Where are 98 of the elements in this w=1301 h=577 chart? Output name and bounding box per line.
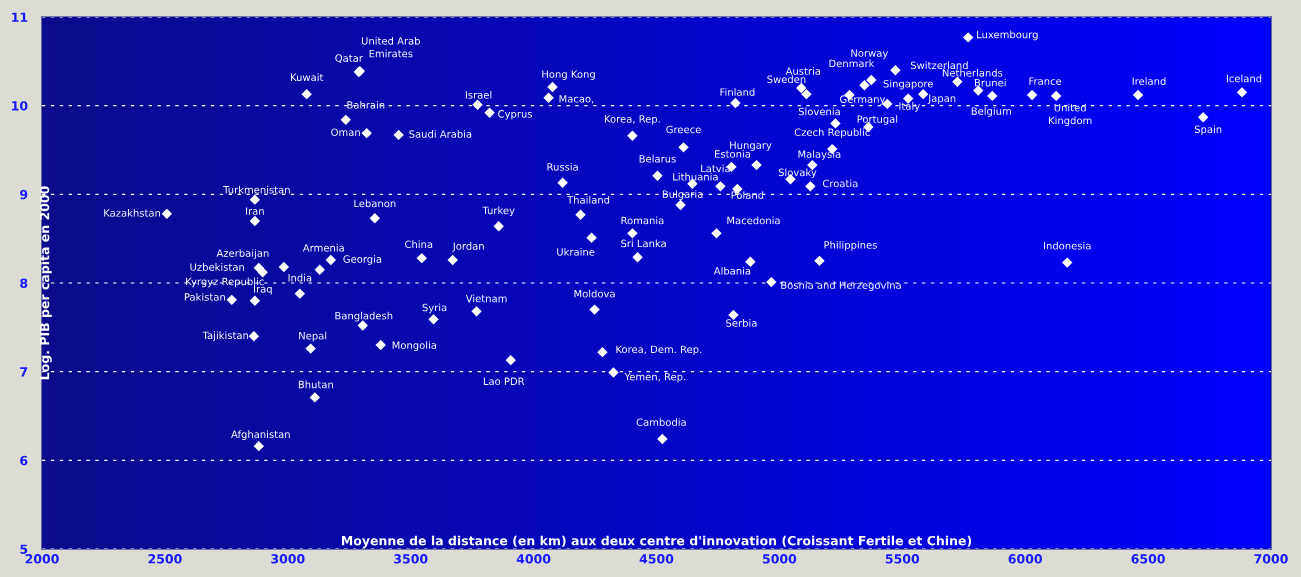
annotation: Spain xyxy=(1194,125,1222,136)
annotation: India xyxy=(288,273,312,282)
annotation: Austria xyxy=(785,67,821,75)
annotation: Russia xyxy=(547,162,578,171)
annotation: Afghanistan xyxy=(231,430,290,440)
annotation: Malaysia xyxy=(798,150,841,160)
annotation: Slovaky xyxy=(778,168,817,179)
annotation: Mongolia xyxy=(392,341,437,351)
annotation: Serbia xyxy=(726,319,757,327)
annotation: Japan xyxy=(927,94,956,104)
annotation: China xyxy=(405,240,433,249)
annotation: Turkey xyxy=(482,206,515,217)
annotation: Philippines xyxy=(824,240,877,251)
annotation: Lebanon xyxy=(354,199,396,208)
annotation: Oman xyxy=(331,128,360,137)
annotation: Slovenia xyxy=(798,107,840,116)
annotation: Albania xyxy=(713,266,751,275)
annotation: Portugal xyxy=(857,115,898,125)
annotation: Kazakhstan xyxy=(104,209,161,217)
annotation: Poland xyxy=(731,191,764,199)
y-tick-label: 10 xyxy=(12,101,28,111)
annotation: Ireland xyxy=(1132,77,1166,85)
annotation: Denmark xyxy=(829,59,875,68)
annotation: Georgia xyxy=(343,255,382,265)
y-tick-label: 6 xyxy=(20,455,28,466)
annotation: Latvia xyxy=(701,164,730,173)
annotation: Bosnia and Herzegovina xyxy=(781,281,901,291)
annotation: Azerbaijan xyxy=(216,249,269,259)
annotation: Luxembourg xyxy=(977,30,1038,41)
x-tick-label: 2500 xyxy=(148,554,182,564)
x-tick-label: 3500 xyxy=(394,554,428,564)
annotation: Macedonia xyxy=(727,216,780,225)
annotation: Bhutan xyxy=(298,380,333,389)
annotation: Qatar xyxy=(335,54,363,64)
annotation: Bahrain xyxy=(347,101,385,109)
annotation: Macao, xyxy=(559,95,594,104)
annotation: Croatia xyxy=(822,179,858,188)
annotation: Belgium xyxy=(971,107,1011,117)
annotation: Korea, Rep. xyxy=(604,115,660,125)
x-tick-label: 3000 xyxy=(271,554,305,564)
annotation: Switzerland xyxy=(910,61,968,70)
x-tick-label: 2000 xyxy=(25,554,59,564)
annotation: Bangladesh xyxy=(335,311,393,322)
x-tick-label: 6000 xyxy=(1008,554,1042,564)
annotation: Nepal xyxy=(299,331,327,342)
annotation: Czech Republic xyxy=(794,128,870,138)
annotation: Jordan xyxy=(452,242,484,252)
annotation: Thailand xyxy=(567,195,610,204)
annotation: Cambodia xyxy=(636,418,686,426)
annotation: Lithuania xyxy=(673,172,718,181)
annotation: France xyxy=(1029,77,1062,85)
annotation: Israel xyxy=(465,90,492,99)
annotation: Kuwait xyxy=(291,73,324,82)
annotation: United Kingdom xyxy=(1049,103,1092,127)
y-tick-label: 9 xyxy=(20,189,28,200)
y-tick-label: 11 xyxy=(12,12,28,22)
annotation: Turkmenistan xyxy=(223,185,290,194)
annotation: Greece xyxy=(666,125,701,134)
x-tick-label: 4000 xyxy=(516,554,551,564)
annotation: Tajikistan xyxy=(202,331,249,342)
annotation: Romania xyxy=(621,216,664,225)
x-tick-label: 4500 xyxy=(639,554,674,564)
annotation: Finland xyxy=(720,88,755,96)
annotation: Vietnam xyxy=(465,294,507,303)
annotation: Belarus xyxy=(639,154,676,163)
annotation: Sri Lanka xyxy=(621,239,666,248)
annotation: Netherlands xyxy=(942,68,1003,77)
annotation: Estonia xyxy=(715,150,750,158)
annotation: Hong Kong xyxy=(542,70,595,80)
annotation: Sweden xyxy=(767,75,806,84)
annotation: Italy xyxy=(899,102,920,112)
x-tick-label: 7000 xyxy=(1254,554,1288,564)
annotation: Korea, Dem. Rep. xyxy=(616,345,702,355)
annotation: Syria xyxy=(422,303,447,314)
x-tick-label: 5000 xyxy=(762,554,797,564)
annotation: Armenia xyxy=(302,243,344,252)
annotation: Brunei xyxy=(974,78,1006,87)
annotation: Yemen, Rep. xyxy=(624,373,686,383)
annotation: Iceland xyxy=(1226,74,1262,83)
annotation: Lao PDR xyxy=(483,377,525,386)
annotation: Pakistan xyxy=(184,293,225,301)
y-tick-label: 5 xyxy=(20,544,28,554)
annotation: Ukraine xyxy=(557,247,595,256)
annotation: Norway xyxy=(851,49,888,59)
annotation: Singapore xyxy=(883,79,933,90)
annotation: Cyprus xyxy=(498,110,533,120)
x-tick-label: 6500 xyxy=(1131,554,1165,564)
annotation: Hungary xyxy=(730,141,772,151)
y-tick-label: 7 xyxy=(20,367,28,377)
annotation: Moldova xyxy=(574,289,615,298)
x-axis-title: Moyenne de la distance (en km) aux deux centre d'innovation (Croissant Fertile et Chine) xyxy=(341,535,972,548)
annotation: Iran xyxy=(246,207,264,215)
annotation: Saudi Arabia xyxy=(409,130,472,138)
y-tick-label: 8 xyxy=(20,278,28,288)
annotation: Indonesia xyxy=(1044,241,1091,250)
x-tick-label: 5500 xyxy=(885,554,920,564)
annotation: Uzbekistan xyxy=(190,263,244,271)
y-axis-title: Log. PIB per capita en 2000 xyxy=(39,186,52,380)
